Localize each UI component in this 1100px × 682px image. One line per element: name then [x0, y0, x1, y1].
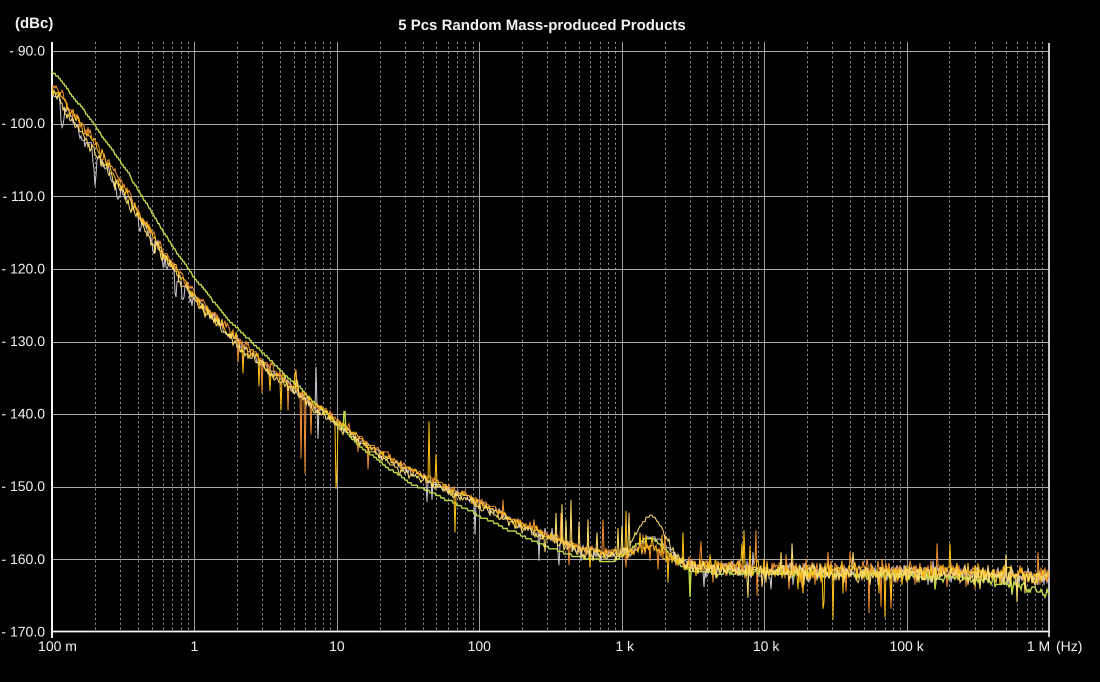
svg-text:- 140.0: - 140.0 — [1, 406, 45, 422]
svg-text:100 k: 100 k — [889, 638, 924, 654]
svg-text:10 k: 10 k — [753, 638, 780, 654]
svg-text:10: 10 — [329, 638, 345, 654]
svg-text:- 130.0: - 130.0 — [1, 333, 45, 349]
svg-text:- 160.0: - 160.0 — [1, 551, 45, 567]
svg-text:- 110.0: - 110.0 — [2, 188, 45, 204]
svg-text:- 170.0: - 170.0 — [1, 624, 45, 640]
svg-text:1 M: 1 M — [1027, 638, 1050, 654]
svg-text:- 150.0: - 150.0 — [1, 478, 45, 494]
svg-text:- 90.0: - 90.0 — [9, 43, 45, 59]
svg-text:5 Pcs Random Mass-produced Pro: 5 Pcs Random Mass-produced Products — [398, 17, 686, 34]
svg-text:1: 1 — [191, 638, 199, 654]
svg-text:- 100.0: - 100.0 — [1, 115, 45, 131]
svg-text:(Hz): (Hz) — [1056, 638, 1082, 654]
svg-text:100: 100 — [468, 638, 492, 654]
svg-text:- 120.0: - 120.0 — [1, 260, 45, 276]
svg-text:100 m: 100 m — [38, 638, 77, 654]
svg-text:(dBc): (dBc) — [15, 15, 53, 32]
svg-text:1 k: 1 k — [615, 638, 635, 654]
